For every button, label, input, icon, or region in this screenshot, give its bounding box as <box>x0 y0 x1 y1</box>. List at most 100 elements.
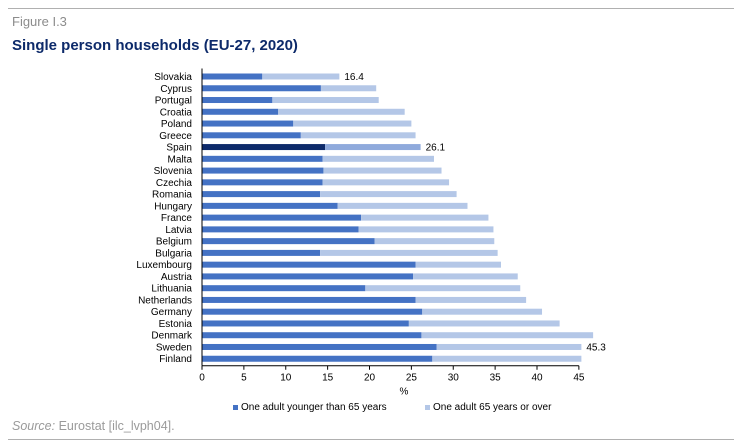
bar-older <box>322 179 450 186</box>
x-tick-label: 30 <box>448 373 460 384</box>
bar-older <box>374 238 495 245</box>
bar-older <box>361 214 489 221</box>
data-label: 26.1 <box>426 143 446 154</box>
category-label: Czechia <box>156 178 193 189</box>
category-label: Austria <box>161 272 193 283</box>
category-label: Hungary <box>154 201 192 212</box>
category-label: Croatia <box>160 107 193 118</box>
x-tick-label: 10 <box>280 373 292 384</box>
bar-younger <box>202 320 409 327</box>
bar-younger <box>202 332 422 339</box>
bar-younger <box>202 191 321 198</box>
figure-label: Figure I.3 <box>12 14 67 29</box>
bar-older <box>436 343 582 350</box>
bar-older <box>422 308 543 315</box>
category-label: Latvia <box>165 225 192 236</box>
bar-older <box>320 85 377 92</box>
bar-younger <box>202 296 416 303</box>
category-label: Finland <box>159 354 192 365</box>
bar-older <box>293 120 412 127</box>
bar-older <box>432 355 582 362</box>
bar-older <box>415 296 527 303</box>
legend-swatch <box>425 405 430 410</box>
legend-label: One adult younger than 65 years <box>241 402 387 413</box>
x-tick-label: 40 <box>531 373 543 384</box>
category-label: Spain <box>166 143 192 154</box>
category-label: Luxembourg <box>136 260 192 271</box>
x-axis-title: % <box>400 387 409 398</box>
category-label: Portugal <box>155 96 192 107</box>
bar-younger <box>202 167 324 174</box>
x-tick-label: 45 <box>573 373 585 384</box>
bar-younger <box>202 214 362 221</box>
bar-younger <box>202 343 437 350</box>
bar-older <box>415 261 501 268</box>
bar-older <box>323 167 442 174</box>
bar-older <box>421 332 594 339</box>
bar-younger <box>202 308 423 315</box>
bar-younger <box>202 85 321 92</box>
bar-older <box>337 202 468 209</box>
bar-older <box>262 73 340 80</box>
bar-older <box>413 273 518 280</box>
bar-older <box>320 249 498 256</box>
legend-swatch <box>233 405 238 410</box>
bar-older <box>300 132 416 139</box>
bar-younger <box>202 155 323 162</box>
bar-younger <box>202 355 433 362</box>
bar-older <box>408 320 560 327</box>
bar-younger <box>202 73 263 80</box>
source-label: Source: <box>12 419 56 433</box>
category-label: Malta <box>168 154 193 165</box>
x-tick-label: 5 <box>241 373 247 384</box>
x-tick-label: 20 <box>364 373 376 384</box>
category-label: Netherlands <box>138 295 192 306</box>
category-label: Denmark <box>151 331 193 342</box>
bar-younger <box>202 238 375 245</box>
bar-younger <box>202 144 326 151</box>
bar-older <box>322 155 434 162</box>
category-label: Estonia <box>159 319 193 330</box>
category-label: Romania <box>152 190 192 201</box>
category-label: Sweden <box>156 342 192 353</box>
bar-older <box>358 226 494 233</box>
category-label: Belgium <box>156 237 192 248</box>
bar-younger <box>202 120 294 127</box>
source-note: Source: Eurostat [ilc_lvph04]. <box>12 419 175 433</box>
bar-younger <box>202 202 338 209</box>
bar-older <box>325 144 421 151</box>
bar-younger <box>202 249 321 256</box>
bar-older <box>365 285 521 292</box>
category-label: Bulgaria <box>155 248 192 259</box>
bar-younger <box>202 261 416 268</box>
bar-younger <box>202 226 359 233</box>
bottom-rule <box>8 439 734 440</box>
category-label: Slovenia <box>154 166 193 177</box>
legend-label: One adult 65 years or over <box>433 402 552 413</box>
category-label: Cyprus <box>160 84 192 95</box>
category-label: France <box>161 213 193 224</box>
x-tick-label: 35 <box>490 373 502 384</box>
data-label: 45.3 <box>586 342 606 353</box>
bar-younger <box>202 132 301 139</box>
x-tick-label: 25 <box>406 373 418 384</box>
bar-older <box>278 108 405 115</box>
category-label: Poland <box>161 119 192 130</box>
category-label: Lithuania <box>151 284 192 295</box>
source-text: Eurostat [ilc_lvph04]. <box>55 419 175 433</box>
bar-younger <box>202 108 279 115</box>
data-label: 16.4 <box>344 72 364 83</box>
category-label: Germany <box>151 307 192 318</box>
x-tick-label: 0 <box>199 373 205 384</box>
top-rule <box>8 8 734 9</box>
bar-older <box>272 97 379 104</box>
x-tick-label: 15 <box>322 373 334 384</box>
figure-title: Single person households (EU-27, 2020) <box>12 37 298 54</box>
bar-younger <box>202 179 323 186</box>
category-label: Slovakia <box>154 72 192 83</box>
category-label: Greece <box>159 131 192 142</box>
bar-younger <box>202 285 366 292</box>
bar-younger <box>202 273 414 280</box>
bar-younger <box>202 97 273 104</box>
